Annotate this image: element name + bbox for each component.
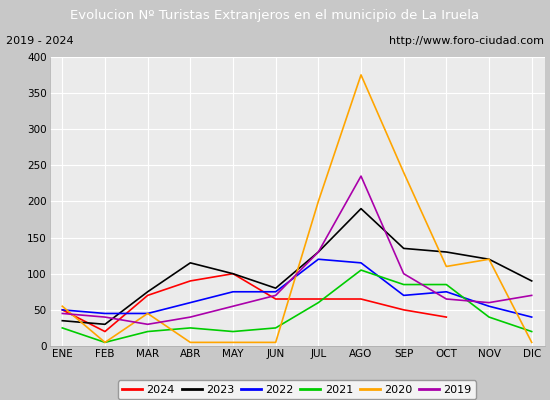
Text: Evolucion Nº Turistas Extranjeros en el municipio de La Iruela: Evolucion Nº Turistas Extranjeros en el … — [70, 8, 480, 22]
Legend: 2024, 2023, 2022, 2021, 2020, 2019: 2024, 2023, 2022, 2021, 2020, 2019 — [118, 380, 476, 399]
Text: 2019 - 2024: 2019 - 2024 — [6, 36, 73, 46]
Text: http://www.foro-ciudad.com: http://www.foro-ciudad.com — [389, 36, 544, 46]
